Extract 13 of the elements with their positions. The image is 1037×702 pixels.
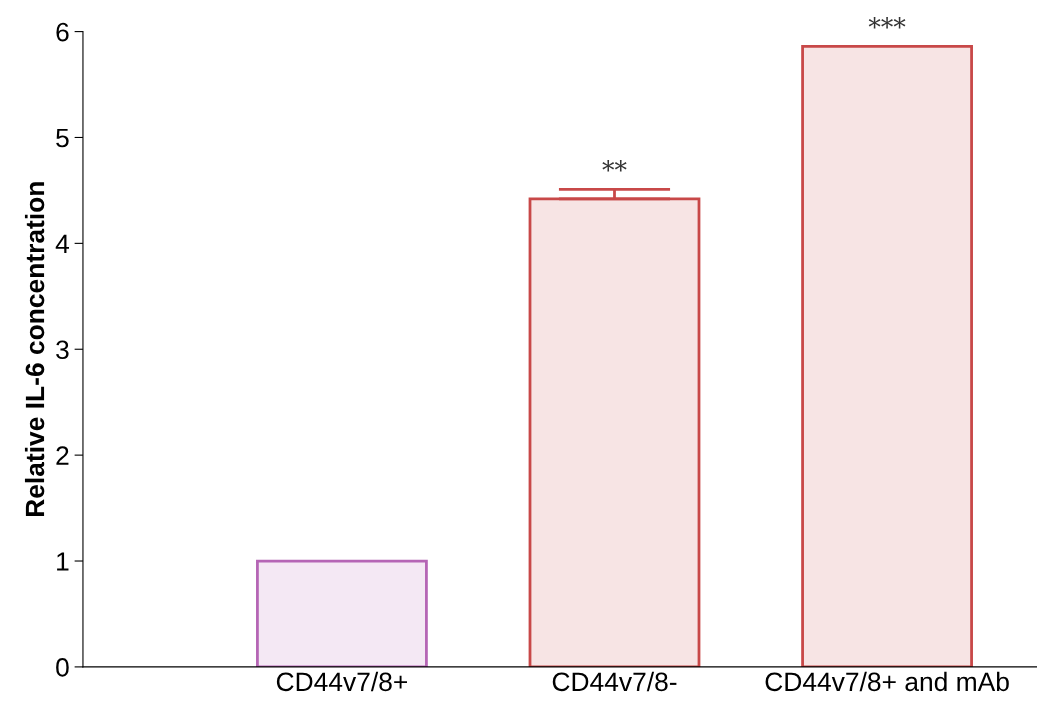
x-tick-label: CD44v7/8+ and mAb	[765, 671, 1009, 692]
y-tick-label: 0	[56, 658, 69, 677]
annotation: **	[602, 160, 627, 172]
y-tick-label: 6	[56, 22, 69, 42]
x-tick-label: CD44v7/8-	[552, 671, 677, 692]
y-tick-label: 1	[57, 552, 69, 571]
y-tick-label: 4	[55, 234, 69, 253]
y-tick-label: 5	[56, 128, 69, 148]
y-axis-title: Relative IL-6 concentration	[24, 182, 45, 517]
annotation: ***	[868, 17, 906, 29]
x-tick-label: CD44v7/8+	[276, 671, 407, 692]
y-tick-label: 2	[56, 446, 69, 465]
y-tick-label: 3	[56, 340, 69, 360]
